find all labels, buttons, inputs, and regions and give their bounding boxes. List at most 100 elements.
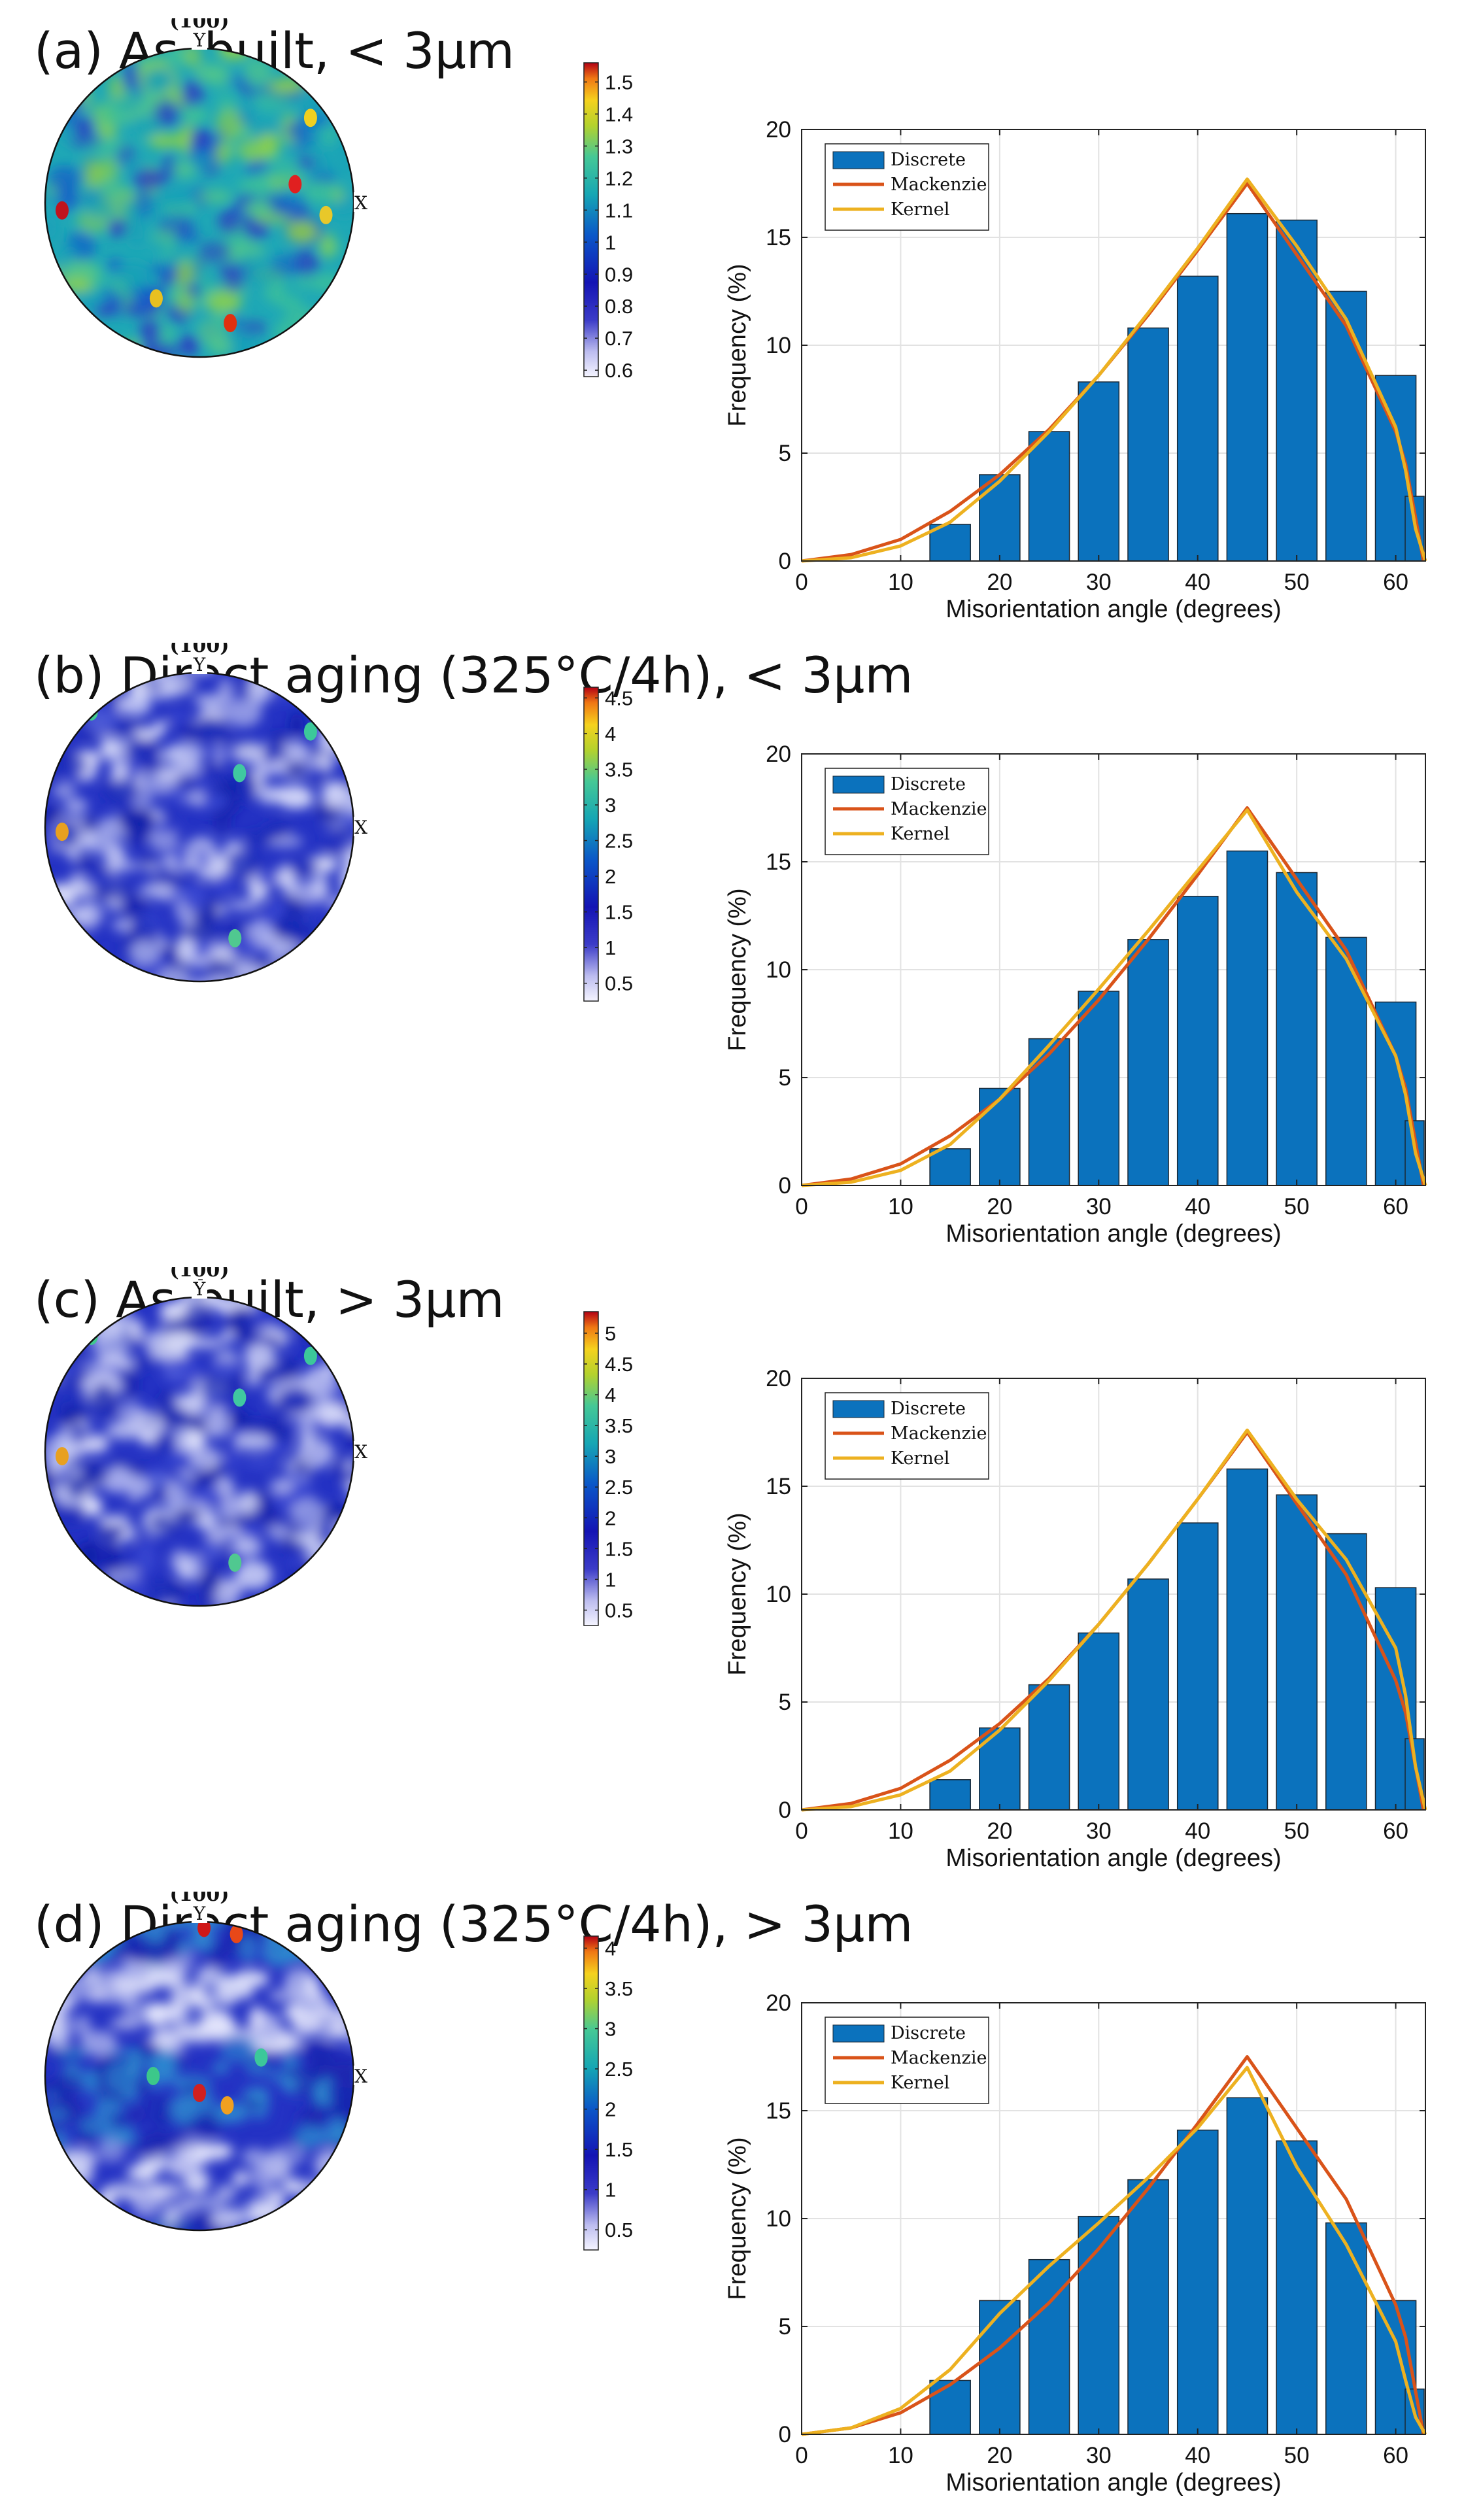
legend-label: Mackenzie [891,1423,987,1444]
bar [1226,2097,1268,2435]
bar [1078,381,1120,562]
texture-peak [233,764,247,783]
colorbar-tick-label: 0.6 [605,359,633,382]
legend-swatch-discrete [832,775,885,794]
x-tick-label: 10 [888,1194,913,1219]
legend-swatch-discrete [832,151,885,169]
texture-peak [319,205,333,224]
colorbar-tick-label: 4 [605,1384,616,1406]
series-line-mackenzie [801,2055,1425,2436]
x-label-box [354,2066,368,2085]
legend-swatch-discrete [832,1400,885,1418]
y-tick-label: 15 [766,225,791,250]
pole-label: (100) [169,1267,229,1282]
texture-peak [55,1447,69,1466]
texture-peak [254,2048,268,2067]
pole-figure-canvas: Y(100) X 5 4.5 4 3.5 3 2.5 2 1.5 1 0.5 [44,1267,633,1626]
bar [1226,850,1268,1186]
colorbar-tick-label: 1.5 [605,71,633,94]
x-tick-label: 40 [1185,570,1210,595]
bar [1078,2215,1120,2435]
legend-label: Kernel [891,199,949,220]
pole-label: (100) [169,18,229,33]
pole-figure-canvas: Y(100) X 1.5 1.4 1.3 1.2 1.1 1 0.9 0.8 0.7 0.6 [44,18,633,382]
colorbar-tick-label: 1.5 [605,2138,633,2161]
colorbar-tick-label: 4.5 [605,1353,633,1376]
texture-peak [228,1553,242,1572]
pole-figure [45,1297,354,1606]
bar [1176,896,1219,1186]
texture-peak [55,201,69,220]
bar [1078,1632,1120,1811]
x-tick-label: 40 [1185,1194,1210,1219]
colorbar-tick-label: 2 [605,2098,616,2121]
y-tick-label: 10 [766,333,791,358]
colorbar-tick-label: 4.5 [605,687,633,709]
y-label-box [192,31,207,50]
texture-peak [193,2083,206,2102]
x-axis-title: Misorientation angle (degrees) [945,596,1281,623]
legend-label: Kernel [891,1448,949,1469]
colorbar-tick-label: 4 [605,723,616,745]
texture-peak [146,2067,160,2085]
y-tick-label: 10 [766,2206,791,2232]
panel-graphics: Y(100) X 1.5 1.4 1.3 1.2 1.1 1 0.9 0.8 0.7 0.6 0 10 20… [44,18,1427,623]
colorbar-tick-label: 1.3 [605,135,633,158]
bar [1276,2140,1318,2435]
panel-c: (c) As-built, > 3μm Y (100) X 5 4.5 4 3.5 3 2.5 2… [0,1267,1464,1895]
x-tick-label: 50 [1284,1194,1310,1219]
colorbar-tick-label: 1 [605,936,616,959]
y-axis-label: Y [193,1278,206,1300]
colorbar-tick-label: 1 [605,231,616,254]
x-tick-label: 10 [888,2443,913,2468]
texture-peak [197,1922,211,1937]
y-label-box [192,656,207,674]
bar [929,524,971,562]
x-label-box [354,1441,368,1461]
y-tick-label: 0 [779,1797,791,1823]
colorbar-tick-label: 0.5 [605,1599,633,1622]
bar [1127,2179,1169,2435]
texture-peak [149,289,163,308]
y-axis-label: Y [193,29,206,51]
x-tick-label: 20 [987,1818,1012,1844]
bar [979,2300,1021,2435]
colorbar-tick-label: 1 [605,1568,616,1591]
texture-peak [288,175,302,194]
y-axis-title: Frequency (%) [724,1512,751,1675]
y-axis-label: Y [193,1903,206,1924]
y-tick-label: 0 [779,2422,791,2447]
x-tick-label: 20 [987,2443,1012,2468]
bar [1127,1578,1169,1811]
x-label-box [354,817,368,836]
x-tick-label: 50 [1284,2443,1310,2468]
panel-graphics: Y(100) X 4.5 4 3.5 3 2.5 2 1.5 1 0.5 0 10 20 30 40 50 60 0… [44,643,1427,1248]
pole-figure-canvas: Y(100) X 4.5 4 3.5 3 2.5 2 1.5 1 0.5 [44,643,633,1002]
y-label-box [192,1905,207,1923]
legend-label: Mackenzie [891,175,987,195]
pole-figure [45,48,354,357]
bar [1127,327,1169,562]
colorbar-tick-label: 2.5 [605,830,633,853]
legend-label: Discrete [891,774,966,794]
legend-label: Discrete [891,1399,966,1419]
colorbar-tick-label: 3.5 [605,1414,633,1437]
x-tick-label: 30 [1086,570,1112,595]
x-tick-label: 60 [1383,1818,1408,1844]
colorbar-tick-label: 0.5 [605,972,633,995]
x-tick-label: 40 [1185,1818,1210,1844]
y-axis-title: Frequency (%) [724,2137,751,2300]
x-tick-label: 50 [1284,1818,1310,1844]
bar [1276,872,1318,1186]
colorbar-tick-label: 1.4 [605,103,633,126]
bar [1325,936,1367,1186]
x-axis-label: X [354,1441,367,1463]
colorbar-tick-label: 0.9 [605,263,633,286]
colorbar-tick-label: 0.8 [605,295,633,318]
x-axis-title: Misorientation angle (degrees) [945,1220,1281,1248]
bar [979,1087,1021,1186]
colorbar-tick-label: 3 [605,794,616,817]
x-tick-label: 0 [795,2443,808,2468]
bar [1127,939,1169,1186]
texture-peak [233,1388,247,1407]
